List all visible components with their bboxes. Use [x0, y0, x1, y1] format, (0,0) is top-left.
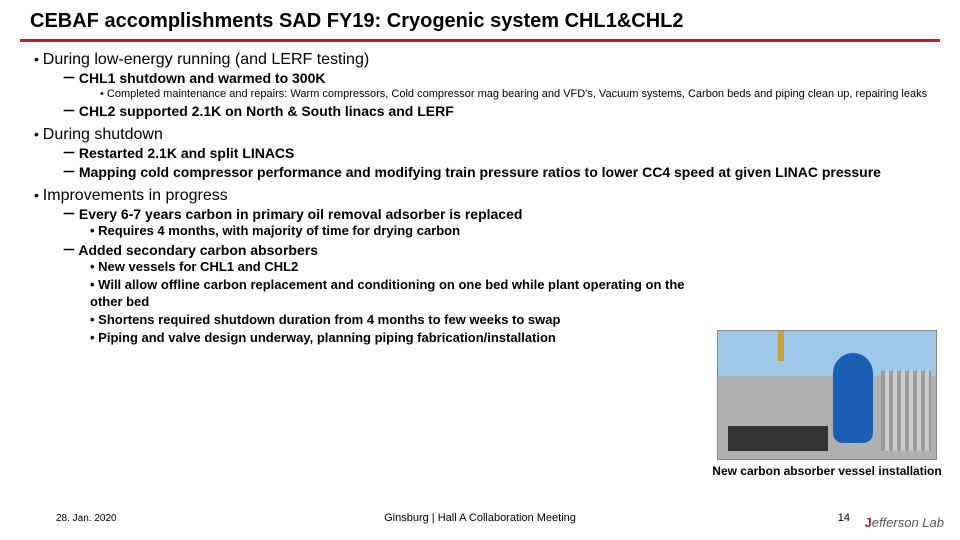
section-label: During shutdown: [43, 126, 163, 143]
logo-text: efferson Lab: [872, 515, 944, 530]
slide-body: During low-energy running (and LERF test…: [0, 50, 960, 346]
dash-item: Mapping cold compressor performance and …: [62, 164, 930, 182]
sub-bullet: Requires 4 months, with majority of time…: [90, 223, 694, 239]
vessel-icon: [833, 353, 873, 443]
section-label: Improvements in progress: [43, 187, 228, 204]
dash-item: Added secondary carbon absorbers New ves…: [62, 242, 694, 347]
sub-bullet: Will allow offline carbon replacement an…: [90, 277, 694, 310]
section-label: During low-energy running (and LERF test…: [43, 51, 369, 68]
bullet-section: During shutdown Restarted 2.1K and split…: [34, 125, 930, 182]
sub-bullet: Piping and valve design underway, planni…: [90, 330, 694, 346]
dash-item: Every 6-7 years carbon in primary oil re…: [62, 206, 694, 240]
item-label: CHL2 supported 2.1K on North & South lin…: [79, 103, 454, 119]
truck-icon: [728, 426, 828, 451]
item-label: Mapping cold compressor performance and …: [79, 164, 881, 180]
slide-title: CEBAF accomplishments SAD FY19: Cryogeni…: [0, 0, 960, 39]
item-label: CHL1 shutdown and warmed to 300K: [79, 70, 326, 86]
bullet-section: During low-energy running (and LERF test…: [34, 50, 930, 121]
dash-item: CHL2 supported 2.1K on North & South lin…: [62, 103, 930, 121]
item-label: Added secondary carbon absorbers: [78, 242, 318, 258]
sub-bullet: Shortens required shutdown duration from…: [90, 312, 694, 328]
bullet-section: Improvements in progress Every 6-7 years…: [34, 186, 930, 347]
pipes-icon: [881, 371, 931, 451]
title-rule: [20, 39, 940, 42]
installation-photo: [717, 330, 937, 460]
sub-bullet: New vessels for CHL1 and CHL2: [90, 259, 694, 275]
footer-center: Ginsburg | Hall A Collaboration Meeting: [0, 512, 960, 524]
lab-logo: Jefferson Lab: [864, 515, 944, 530]
figure-caption: New carbon absorber vessel installation: [712, 464, 942, 478]
dash-item: Restarted 2.1K and split LINACS: [62, 145, 930, 163]
item-label: Every 6-7 years carbon in primary oil re…: [79, 206, 523, 222]
dash-item: CHL1 shutdown and warmed to 300K Complet…: [62, 70, 930, 101]
figure: New carbon absorber vessel installation: [712, 330, 942, 478]
sub-bullet: Completed maintenance and repairs: Warm …: [100, 88, 930, 102]
item-label: Restarted 2.1K and split LINACS: [79, 145, 295, 161]
crane-icon: [778, 331, 784, 361]
footer-page: 14: [838, 512, 850, 524]
